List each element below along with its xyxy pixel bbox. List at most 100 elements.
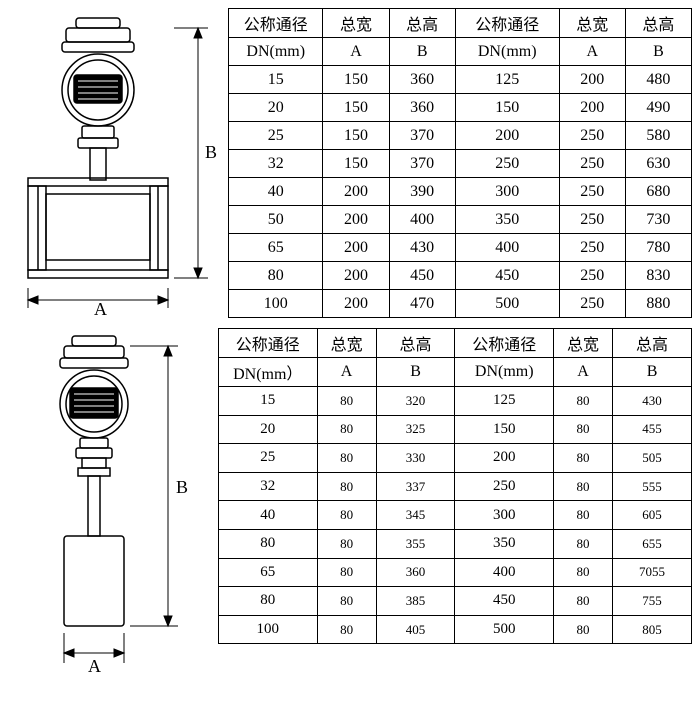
row-top: A B 公称通径 总宽 总高 公称通径 总宽 总高 DN(m <box>8 8 692 318</box>
dim-b-label: B <box>205 142 217 162</box>
hdr-B: B <box>389 38 455 66</box>
cell-dn2: 200 <box>455 122 559 150</box>
cell-dn: 20 <box>219 415 318 444</box>
cell-a: 150 <box>323 94 389 122</box>
cell-dn2: 250 <box>455 150 559 178</box>
cell-dn: 15 <box>219 387 318 416</box>
hdr-dn-unit: DN(mm) <box>229 38 323 66</box>
cell-b2: 830 <box>625 262 691 290</box>
hdr-w: 总宽 <box>323 9 389 38</box>
cell-a2: 80 <box>554 472 613 501</box>
cell-b2: 780 <box>625 234 691 262</box>
cell-dn2: 450 <box>455 262 559 290</box>
cell-dn: 40 <box>219 501 318 530</box>
cell-dn2: 200 <box>455 444 554 473</box>
cell-dn: 100 <box>229 290 323 318</box>
cell-b2: 630 <box>625 150 691 178</box>
cell-b: 405 <box>376 615 455 644</box>
cell-dn: 32 <box>219 472 318 501</box>
table-row: 65200430400250780 <box>229 234 692 262</box>
cell-b: 360 <box>376 558 455 587</box>
cell-b: 320 <box>376 387 455 416</box>
cell-a2: 80 <box>554 501 613 530</box>
cell-a: 80 <box>317 529 376 558</box>
hdr2-A2: A <box>554 358 613 387</box>
dim-a-label-2: A <box>88 656 101 676</box>
cell-dn2: 400 <box>455 558 554 587</box>
cell-b2: 580 <box>625 122 691 150</box>
cell-dn2: 350 <box>455 529 554 558</box>
cell-a: 80 <box>317 615 376 644</box>
cell-b: 330 <box>376 444 455 473</box>
cell-a2: 80 <box>554 529 613 558</box>
cell-dn: 32 <box>229 150 323 178</box>
cell-b2: 430 <box>613 387 692 416</box>
table-row: 408034530080605 <box>219 501 692 530</box>
cell-dn: 80 <box>229 262 323 290</box>
table-row: 公称通径 总宽 总高 公称通径 总宽 总高 <box>219 329 692 358</box>
table-2: 公称通径 总宽 总高 公称通径 总宽 总高 DN(mm） A B DN(mm) … <box>218 328 692 644</box>
cell-b2: 505 <box>613 444 692 473</box>
hdr-dn2: 公称通径 <box>455 9 559 38</box>
cell-dn: 20 <box>229 94 323 122</box>
cell-a2: 250 <box>559 178 625 206</box>
table-row: 40200390300250680 <box>229 178 692 206</box>
cell-b2: 480 <box>625 66 691 94</box>
cell-b: 400 <box>389 206 455 234</box>
cell-a2: 250 <box>559 234 625 262</box>
cell-a2: 250 <box>559 206 625 234</box>
hdr2-dn-unit2: DN(mm) <box>455 358 554 387</box>
cell-dn: 80 <box>219 529 318 558</box>
cell-b: 390 <box>389 178 455 206</box>
cell-a2: 250 <box>559 122 625 150</box>
table-row: 100200470500250880 <box>229 290 692 318</box>
cell-dn: 100 <box>219 615 318 644</box>
hdr-A: A <box>323 38 389 66</box>
table-row: 32150370250250630 <box>229 150 692 178</box>
cell-dn: 25 <box>229 122 323 150</box>
cell-a2: 80 <box>554 415 613 444</box>
cell-b: 385 <box>376 587 455 616</box>
cell-a2: 250 <box>559 150 625 178</box>
cell-dn: 25 <box>219 444 318 473</box>
cell-a2: 200 <box>559 66 625 94</box>
table-row: 公称通径 总宽 总高 公称通径 总宽 总高 <box>229 9 692 38</box>
table-row: 6580360400807055 <box>219 558 692 587</box>
cell-b: 337 <box>376 472 455 501</box>
table-row: 328033725080555 <box>219 472 692 501</box>
table1-wrap: 公称通径 总宽 总高 公称通径 总宽 总高 DN(mm) A B DN(mm) … <box>228 8 692 318</box>
cell-b2: 880 <box>625 290 691 318</box>
table-row: 158032012580430 <box>219 387 692 416</box>
cell-a2: 250 <box>559 290 625 318</box>
cell-a: 150 <box>323 66 389 94</box>
cell-dn2: 300 <box>455 178 559 206</box>
table-row: 258033020080505 <box>219 444 692 473</box>
hdr2-dn: 公称通径 <box>219 329 318 358</box>
cell-dn: 15 <box>229 66 323 94</box>
table-row: 20150360150200490 <box>229 94 692 122</box>
cell-b2: 805 <box>613 615 692 644</box>
flanged-meter-svg: A B <box>8 8 218 318</box>
table2-wrap: 公称通径 总宽 总高 公称通径 总宽 总高 DN(mm） A B DN(mm) … <box>218 328 692 644</box>
cell-a2: 200 <box>559 94 625 122</box>
dim-b-label-2: B <box>176 477 188 497</box>
page: A B 公称通径 总宽 总高 公称通径 总宽 总高 DN(m <box>8 8 692 688</box>
cell-dn: 80 <box>219 587 318 616</box>
hdr2-dn2: 公称通径 <box>455 329 554 358</box>
cell-dn: 50 <box>229 206 323 234</box>
cell-a2: 250 <box>559 262 625 290</box>
hdr-dn-unit2: DN(mm) <box>455 38 559 66</box>
hdr-dn: 公称通径 <box>229 9 323 38</box>
hdr-B2: B <box>625 38 691 66</box>
cell-dn2: 150 <box>455 94 559 122</box>
table-1: 公称通径 总宽 总高 公称通径 总宽 总高 DN(mm) A B DN(mm) … <box>228 8 692 318</box>
cell-a: 80 <box>317 587 376 616</box>
diagram-insertion: A B <box>8 328 208 688</box>
cell-b: 325 <box>376 415 455 444</box>
cell-b: 470 <box>389 290 455 318</box>
cell-b: 360 <box>389 66 455 94</box>
cell-a: 200 <box>323 178 389 206</box>
hdr2-h: 总高 <box>376 329 455 358</box>
cell-dn: 65 <box>219 558 318 587</box>
cell-a: 80 <box>317 558 376 587</box>
